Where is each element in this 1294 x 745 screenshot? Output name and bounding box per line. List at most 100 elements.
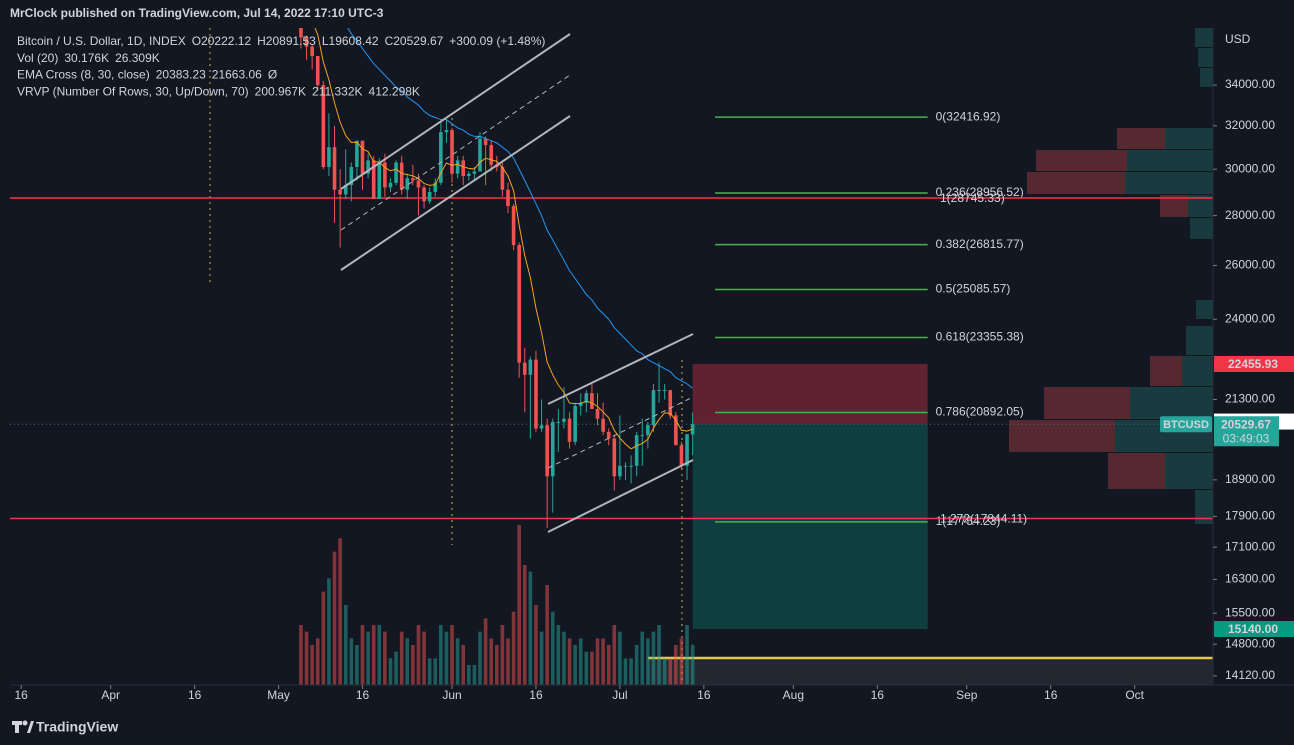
candle-body [595, 409, 600, 419]
legend-value: C20529.67 [385, 34, 444, 48]
volume-bar [394, 651, 398, 685]
legend-value: H20891.53 [257, 34, 316, 48]
ema-line [314, 28, 693, 450]
candle-body [349, 166, 354, 186]
volume-bar [550, 611, 555, 685]
ema-line [347, 28, 693, 389]
volume-bar [327, 578, 331, 685]
x-tick-label: Oct [1125, 688, 1144, 702]
candle-body [299, 28, 303, 38]
volume-bar [377, 625, 382, 685]
profile-up [1186, 326, 1213, 355]
candle-body [556, 421, 561, 423]
stop-zone [692, 363, 928, 425]
candle-body [321, 85, 326, 167]
y-tick-label: 34000.00 [1225, 77, 1275, 91]
volume-bar [321, 591, 326, 685]
fib-label: 0.786(20892.05) [936, 405, 1024, 419]
candle-body [338, 189, 342, 195]
channel-line [340, 115, 571, 271]
candle-body [455, 160, 460, 174]
profile-up [1182, 356, 1213, 386]
x-tick-label: 16 [1044, 688, 1058, 702]
logo [12, 720, 34, 733]
y-tick-label: 17900.00 [1225, 509, 1275, 523]
ema [314, 28, 693, 450]
candle-body [332, 147, 337, 190]
volume-bar [578, 638, 583, 685]
volume-bar [450, 625, 454, 685]
volume-bar [439, 625, 443, 685]
legend-value: 200.967K [255, 84, 306, 98]
channels [340, 33, 694, 533]
profile-up [1195, 490, 1213, 524]
volume-bar [343, 605, 348, 685]
profile-down [1044, 387, 1130, 419]
volume [299, 525, 695, 685]
volume-bar [366, 631, 370, 685]
profile-up [1188, 195, 1213, 217]
candle-body [411, 178, 415, 181]
x-tick-label: 16 [529, 688, 543, 702]
profile-up [1190, 218, 1213, 239]
channel-line [547, 333, 694, 405]
volume-bar [595, 638, 600, 685]
volume-bar [623, 658, 628, 685]
volume-bar [651, 631, 656, 685]
volume-bar [388, 658, 393, 685]
volume-bar [461, 645, 466, 685]
candle-body [662, 390, 667, 392]
drawings [209, 28, 683, 680]
profile-up [1165, 453, 1213, 489]
candle-body [511, 206, 516, 246]
price-badges: 22455.9320612.0015140.00BTCUSD20529.6703… [1160, 355, 1294, 637]
y-tick-label: 26000.00 [1225, 258, 1275, 272]
candle-body [657, 390, 661, 392]
candle-body [528, 359, 533, 375]
candle-body [623, 465, 628, 467]
volume-bar [511, 611, 516, 685]
volume-bar [629, 658, 633, 685]
volume-bar [500, 625, 505, 685]
profile-up [1125, 172, 1213, 194]
volume-bar [690, 644, 695, 685]
volume-bar [467, 665, 471, 685]
x-tick-label: Sep [956, 688, 978, 702]
candle-body [534, 359, 538, 429]
volume-bar [422, 631, 426, 685]
candle-body [388, 182, 393, 188]
fib-label: 0.236(28956.52) [936, 185, 1024, 199]
profile-down [1027, 172, 1125, 194]
candle-body [584, 393, 589, 403]
candle-body [550, 421, 555, 477]
volume-bar [618, 631, 622, 685]
volume-bar [455, 638, 460, 685]
x-tick-label: May [267, 688, 290, 702]
volume-bar [310, 645, 314, 685]
header: MrClock published on TradingView.com, Ju… [10, 6, 384, 20]
legend-value: 26.309K [115, 51, 160, 65]
candle-body [601, 418, 605, 432]
x-tick-label: 16 [356, 688, 370, 702]
volume-bar [416, 625, 421, 685]
candle-body [634, 435, 639, 466]
fib-label: 0(32416.92) [936, 109, 1001, 123]
volume-bar [685, 625, 689, 685]
candle-body [427, 192, 432, 202]
candle-body [315, 56, 320, 86]
channel-line [340, 33, 571, 190]
candle-body [327, 147, 331, 167]
volume-bar [304, 631, 309, 685]
fib-label: 0.5(25085.57) [936, 282, 1011, 296]
candle-body [472, 171, 477, 174]
profile-down [1036, 150, 1127, 171]
volume-bar [506, 638, 510, 685]
candle-body [439, 132, 443, 183]
x-tick-label: Apr [101, 688, 120, 702]
volume-bar [539, 631, 544, 685]
candle-body [343, 185, 348, 195]
candle-body [310, 46, 314, 57]
volume-bar [517, 525, 521, 685]
profile-down [1009, 420, 1115, 452]
volume-bar [612, 625, 617, 685]
